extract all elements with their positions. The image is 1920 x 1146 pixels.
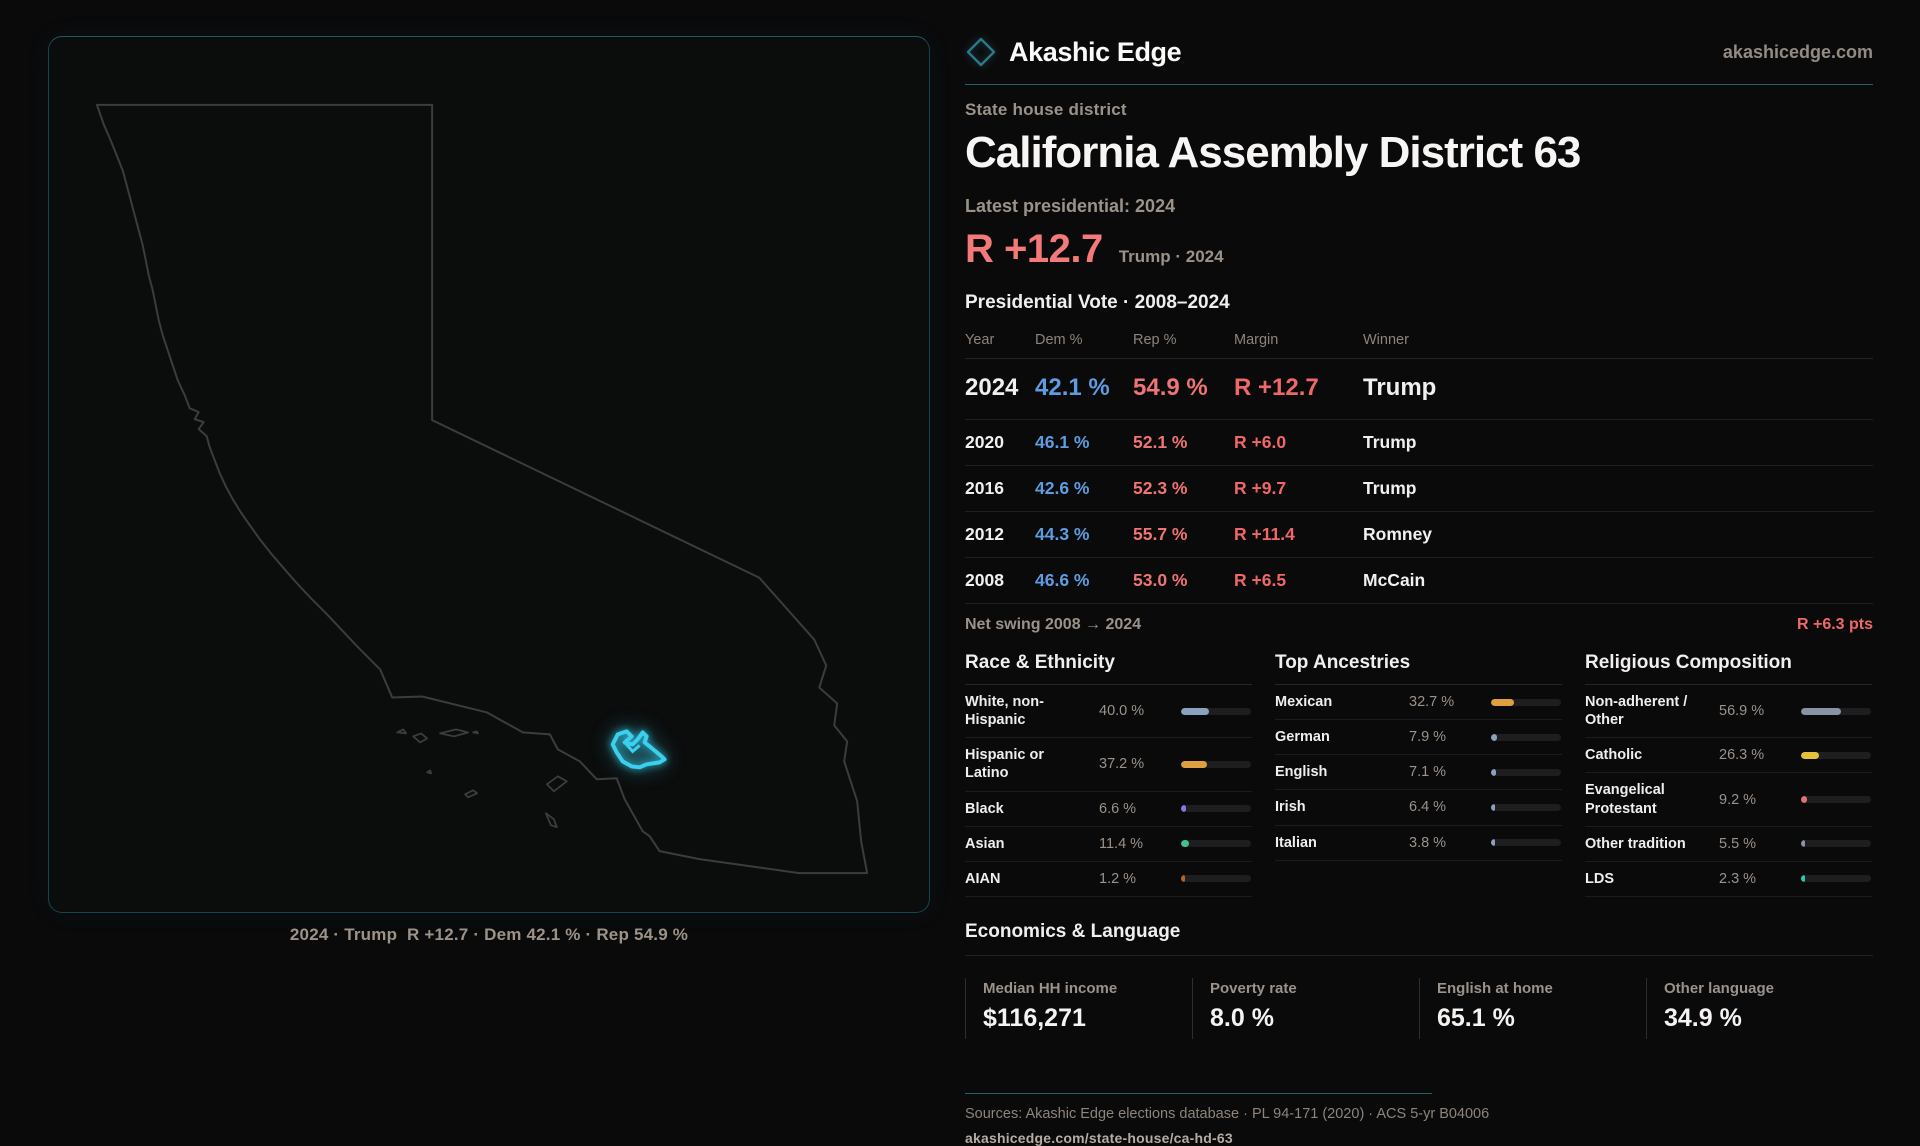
- latest-presidential-label: Latest presidential: 2024: [965, 196, 1176, 216]
- bar-fill: [1801, 707, 1841, 715]
- bar-track: [1181, 875, 1251, 883]
- stat-poverty-rate: Poverty rate 8.0 %: [1192, 977, 1419, 1039]
- presidential-results-table: Year Dem % Rep % Margin Winner 2024 42.1…: [965, 326, 1873, 604]
- footer-url-link[interactable]: akashicedge.com/state-house/ca-hd-63: [965, 1129, 1233, 1146]
- headline-margin-context: Trump · 2024: [1118, 247, 1224, 266]
- site-domain-link[interactable]: akashicedge.com: [1722, 41, 1873, 62]
- demo-row: AIAN 1.2 %: [965, 862, 1252, 897]
- bar-track: [1801, 751, 1871, 759]
- bar-track: [1181, 805, 1251, 813]
- demo-row: Evangelical Protestant 9.2 %: [1585, 773, 1872, 827]
- results-table-title: Presidential Vote · 2008–2024: [965, 292, 1230, 313]
- net-swing-value: R +6.3 pts: [1796, 616, 1873, 633]
- sources-line: Sources: Akashic Edge elections database…: [965, 1105, 1490, 1122]
- table-header-row: Year Dem % Rep % Margin Winner: [965, 326, 1873, 359]
- col-margin: Margin: [1234, 332, 1279, 348]
- table-row: 2020 46.1 % 52.1 % R +6.0 Trump: [965, 420, 1873, 466]
- bar-track: [1491, 839, 1561, 847]
- table-row: 2024 42.1 % 54.9 % R +12.7 Trump: [965, 359, 1873, 420]
- economics-section-title: Economics & Language: [965, 921, 1873, 956]
- demo-row: Hispanic or Latino 37.2 %: [965, 738, 1252, 792]
- map-caption: 2024 · Trump R +12.7 · Dem 42.1 % · Rep …: [289, 925, 689, 944]
- religion-column: Religious Composition Non-adherent / Oth…: [1585, 652, 1872, 897]
- headline-margin: R +12.7 Trump · 2024: [965, 227, 1873, 272]
- stat-english-at-home: English at home 65.1 %: [1419, 977, 1646, 1039]
- bar-track: [1801, 707, 1871, 715]
- demo-row: Non-adherent / Other 56.9 %: [1585, 685, 1872, 739]
- bar-track: [1491, 698, 1561, 706]
- demo-row: English 7.1 %: [1275, 755, 1562, 791]
- bar-track: [1491, 768, 1561, 776]
- district-63-inner-detail: [623, 741, 641, 754]
- district-type-kicker: State house district: [965, 100, 1127, 119]
- section-title: Top Ancestries: [1275, 652, 1562, 685]
- stat-median-income: Median HH income $116,271: [965, 977, 1192, 1039]
- net-swing-label: Net swing 2008 → 2024: [965, 616, 1142, 633]
- bar-track: [1491, 733, 1561, 741]
- table-row: 2016 42.6 % 52.3 % R +9.7 Trump: [965, 466, 1873, 512]
- bar-track: [1801, 840, 1871, 848]
- bar-fill: [1181, 707, 1209, 715]
- bar-track: [1181, 760, 1251, 768]
- bar-fill: [1491, 803, 1496, 811]
- demo-row: Italian 3.8 %: [1275, 826, 1562, 861]
- headline-margin-value: R +12.7: [965, 227, 1103, 271]
- race-ethnicity-column: Race & Ethnicity White, non-Hispanic 40.…: [965, 652, 1252, 897]
- bar-fill: [1181, 875, 1185, 883]
- channel-islands: [396, 728, 568, 829]
- bar-fill: [1801, 796, 1808, 803]
- col-winner: Winner: [1363, 332, 1409, 348]
- bar-track: [1801, 796, 1871, 803]
- table-row: 2012 44.3 % 55.7 % R +11.4 Romney: [965, 512, 1873, 558]
- footer-divider: [965, 1092, 1432, 1094]
- bar-fill: [1801, 751, 1820, 759]
- demo-row: White, non-Hispanic 40.0 %: [965, 685, 1252, 739]
- site-header: Akashic Edge akashicedge.com: [965, 30, 1873, 74]
- bar-track: [1181, 840, 1251, 848]
- ancestries-column: Top Ancestries Mexican 32.7 % German 7.9…: [1275, 652, 1562, 897]
- demo-row: Irish 6.4 %: [1275, 790, 1562, 826]
- district-report-panel: Akashic Edge akashicedge.com State house…: [965, 30, 1873, 1146]
- brand-name: Akashic Edge: [1009, 36, 1182, 67]
- col-rep: Rep %: [1133, 332, 1177, 348]
- demo-row: Asian 11.4 %: [965, 827, 1252, 862]
- bar-track: [1801, 875, 1871, 883]
- brand-diamond-icon: [966, 37, 996, 67]
- table-row: 2008 46.6 % 53.0 % R +6.5 McCain: [965, 558, 1873, 604]
- bar-fill: [1491, 733, 1497, 741]
- bar-track: [1181, 707, 1251, 715]
- california-outline: [95, 103, 869, 875]
- district-63-shape: [610, 729, 667, 770]
- bar-fill: [1491, 698, 1514, 706]
- section-title: Race & Ethnicity: [965, 652, 1252, 685]
- demo-row: Other tradition 5.5 %: [1585, 827, 1872, 862]
- bar-fill: [1801, 875, 1805, 883]
- demographics-section: Race & Ethnicity White, non-Hispanic 40.…: [965, 652, 1873, 897]
- demo-row: Mexican 32.7 %: [1275, 685, 1562, 721]
- bar-fill: [1491, 839, 1495, 847]
- demo-row: Black 6.6 %: [965, 792, 1252, 827]
- bar-fill: [1491, 768, 1496, 776]
- section-title: Religious Composition: [1585, 652, 1872, 685]
- bar-fill: [1181, 840, 1189, 848]
- demo-row: Catholic 26.3 %: [1585, 738, 1872, 774]
- demo-row: German 7.9 %: [1275, 720, 1562, 756]
- stat-other-language: Other language 34.9 %: [1646, 977, 1873, 1039]
- net-swing-row: Net swing 2008 → 2024 R +6.3 pts: [965, 616, 1873, 634]
- california-map-svg: [95, 103, 869, 875]
- page-title: California Assembly District 63: [965, 128, 1581, 177]
- col-year: Year: [965, 332, 995, 348]
- bar-track: [1491, 803, 1561, 811]
- bar-fill: [1801, 840, 1805, 848]
- bar-fill: [1181, 805, 1186, 813]
- economics-stats: Median HH income $116,271 Poverty rate 8…: [965, 977, 1873, 1039]
- bar-fill: [1181, 760, 1208, 768]
- demo-row: LDS 2.3 %: [1585, 862, 1872, 897]
- header-divider: [965, 84, 1873, 85]
- district-locator-map: [48, 36, 930, 913]
- col-dem: Dem %: [1035, 332, 1083, 348]
